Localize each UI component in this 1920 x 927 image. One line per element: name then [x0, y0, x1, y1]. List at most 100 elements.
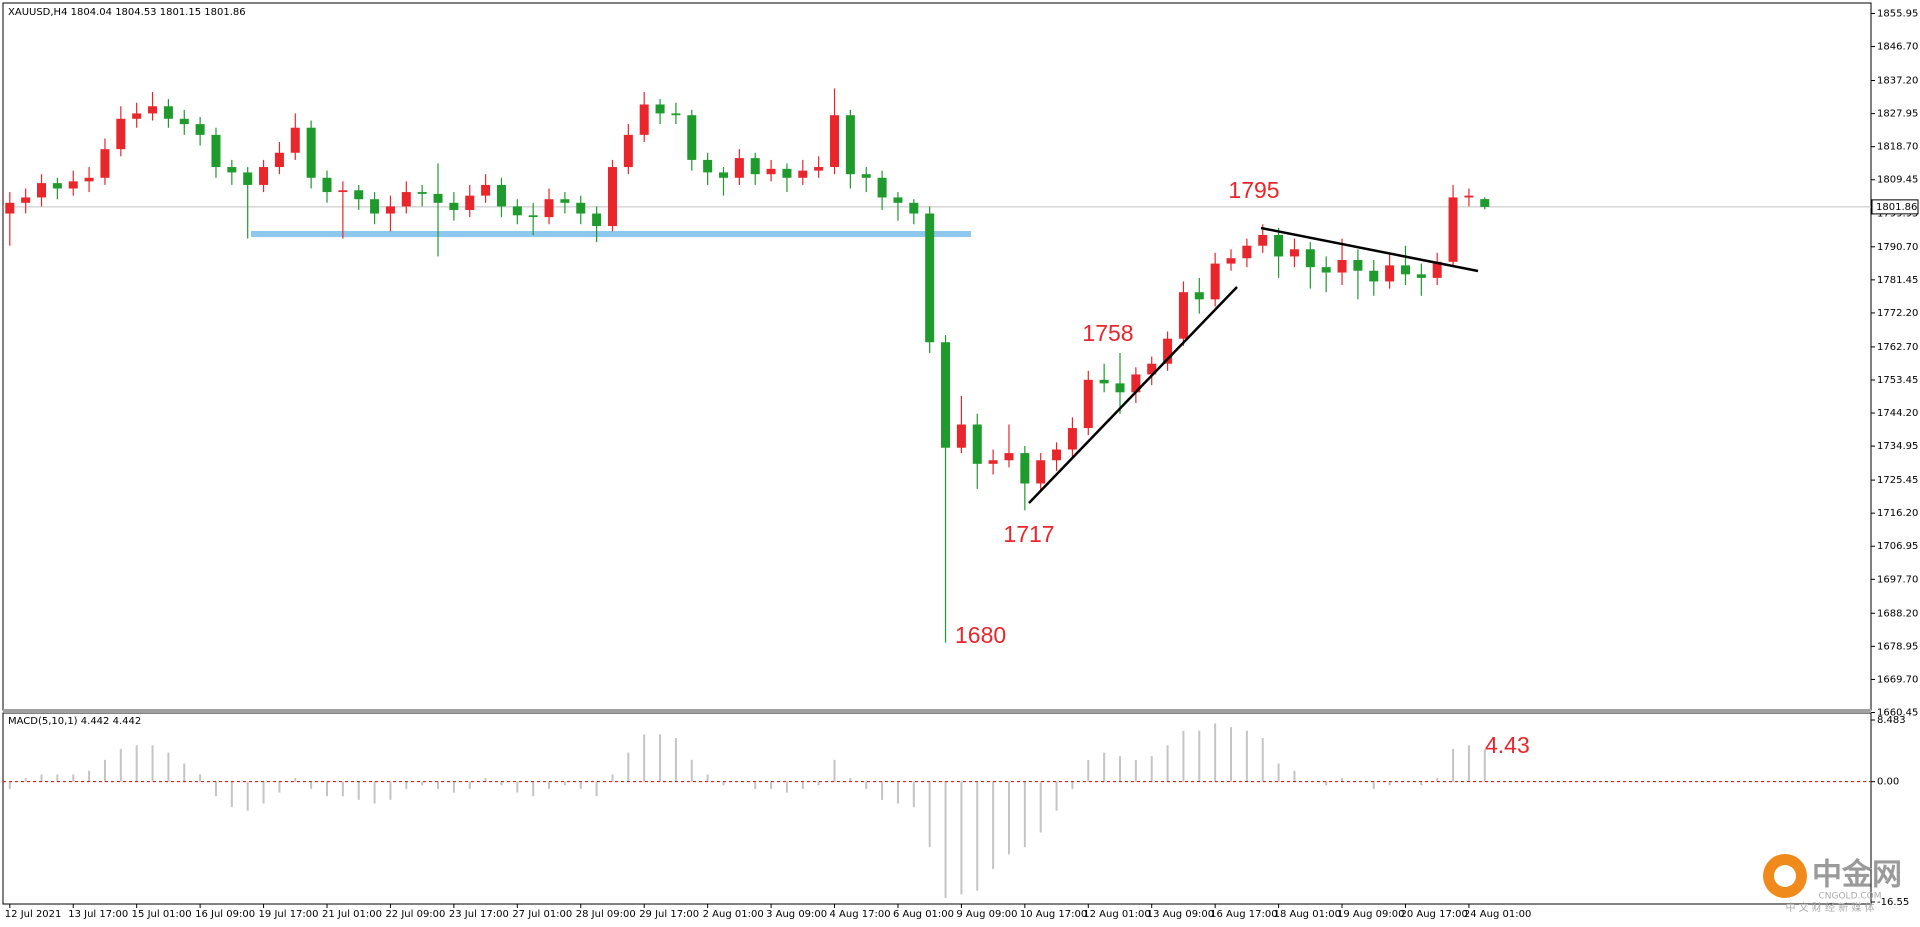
x-tick-label: 4 Aug 17:00 — [830, 909, 891, 920]
candle-body — [988, 460, 998, 464]
macd-bar — [563, 781, 566, 786]
y-tick-label: 1725.45 — [1877, 475, 1918, 486]
candle-body — [687, 115, 697, 160]
macd-bar — [706, 774, 709, 782]
macd-bar — [1293, 770, 1296, 782]
candle-body — [1369, 270, 1379, 282]
macd-bar — [1071, 781, 1074, 789]
candle-body — [1020, 453, 1030, 484]
y-tick-label: 1818.70 — [1877, 142, 1918, 153]
candle-body — [1242, 245, 1252, 259]
macd-bar — [659, 734, 662, 782]
annotation: 1795 — [1228, 177, 1279, 203]
candle-body — [814, 167, 824, 171]
y-tick-label: 1855.95 — [1877, 8, 1918, 19]
symbol: XAUUSD,H4 — [8, 7, 67, 18]
candle-body — [195, 124, 205, 135]
annotation: 1680 — [955, 622, 1006, 648]
candle-body — [449, 202, 459, 210]
macd-bar — [326, 781, 328, 797]
y-tick-label: 8.483 — [1877, 715, 1906, 726]
macd-bar — [341, 781, 344, 797]
macd-bar — [151, 745, 154, 782]
candle-body — [639, 104, 649, 135]
y-tick-label: 0.00 — [1877, 777, 1899, 788]
candle-body — [163, 106, 173, 119]
candle-body — [1274, 234, 1284, 257]
y-tick-label: 1827.95 — [1877, 109, 1918, 120]
candle-body — [592, 213, 602, 227]
x-tick-label: 3 Aug 09:00 — [766, 909, 827, 920]
candle-body — [1480, 199, 1490, 207]
macd-bar — [1261, 738, 1264, 782]
macd-bar — [960, 781, 963, 895]
candle-body — [512, 206, 522, 216]
macd-title: MACD(5,10,1) — [8, 716, 78, 727]
candle-body — [354, 190, 364, 200]
candle-body — [861, 174, 871, 178]
candle-body — [116, 118, 126, 150]
macd-bar — [611, 774, 614, 782]
low: 1801.15 — [160, 7, 201, 18]
macd-bar — [199, 774, 202, 782]
macd-bar — [452, 781, 455, 793]
candle-body — [37, 183, 47, 198]
candle-body — [211, 134, 221, 168]
macd-bar — [944, 781, 947, 899]
open: 1804.04 — [71, 7, 112, 18]
macd-bar — [1436, 778, 1439, 782]
macd-bar — [214, 781, 217, 797]
macd-panel — [2, 712, 1872, 905]
x-tick-label: 20 Aug 17:00 — [1400, 909, 1467, 920]
y-tick-label: 1734.95 — [1877, 441, 1918, 452]
macd-bar — [88, 770, 91, 782]
candle-body — [1464, 195, 1474, 198]
candle-body — [1210, 263, 1220, 300]
macd-bar — [1230, 727, 1233, 782]
candle-body — [5, 202, 15, 214]
macd-bar — [896, 781, 899, 804]
candle-body — [845, 115, 855, 175]
candle-body — [1400, 265, 1410, 275]
y-tick-label: 1678.95 — [1877, 641, 1918, 652]
macd-bar — [976, 781, 979, 891]
macd-bar — [278, 781, 281, 793]
candle-body — [385, 206, 395, 214]
macd-bar — [1119, 756, 1121, 782]
macd-bar — [912, 781, 915, 808]
macd-bar — [1150, 756, 1153, 782]
candle-body — [766, 168, 776, 175]
candle-body — [1004, 453, 1014, 461]
candle-body — [259, 167, 269, 185]
watermark-brand: 中金网 — [1812, 858, 1902, 893]
candle-body — [893, 197, 903, 203]
candle-body — [798, 170, 808, 178]
macd-bar — [421, 781, 424, 786]
macd-bar — [516, 781, 519, 793]
y-tick-label: 1846.70 — [1877, 42, 1918, 53]
candle-body — [830, 115, 840, 168]
candle-body — [1067, 428, 1077, 450]
macd-bar — [817, 781, 820, 786]
candle-body — [322, 177, 332, 193]
x-tick-label: 19 Aug 09:00 — [1337, 909, 1404, 920]
y-tick-label: 1660.45 — [1877, 708, 1918, 719]
candle-body — [1226, 258, 1236, 264]
x-tick-label: 12 Jul 2021 — [5, 909, 62, 920]
candle-body — [243, 172, 253, 185]
macd-bar — [1087, 759, 1090, 782]
candle-body — [68, 181, 78, 189]
candle-body — [956, 424, 966, 448]
candle-body — [401, 192, 411, 207]
macd-header: MACD(5,10,1) 4.442 4.442 — [8, 716, 141, 727]
price-label: 1801.86 — [1876, 202, 1917, 213]
candle-body — [1353, 260, 1363, 271]
main-panel — [2, 2, 1872, 711]
candle-body — [1052, 449, 1062, 461]
candle-body — [750, 158, 760, 175]
y-tick-label: 1837.20 — [1877, 76, 1918, 87]
macd-bar — [1055, 781, 1058, 811]
macd-bar — [1483, 749, 1486, 782]
trend-line — [1028, 286, 1238, 504]
